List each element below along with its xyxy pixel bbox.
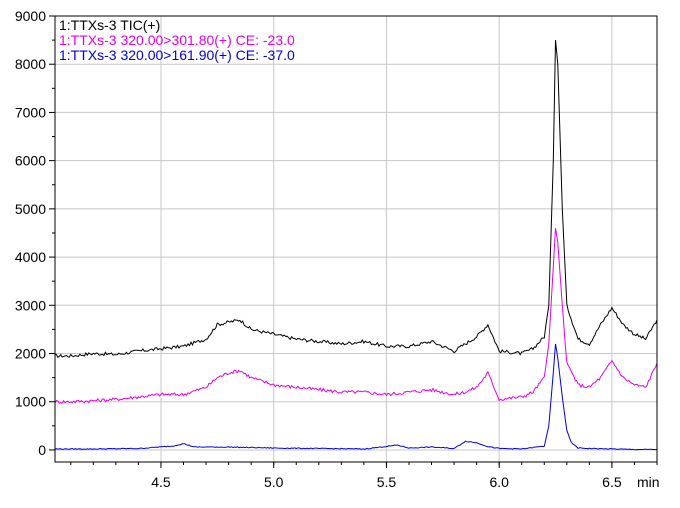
- legend-entry: 1:TTXs-3 320.00>161.90(+) CE: -37.0: [59, 47, 295, 63]
- y-tick-label: 4000: [15, 249, 46, 265]
- x-tick-label: 5.5: [377, 474, 397, 490]
- y-tick-label: 0: [38, 442, 46, 458]
- x-tick-label: 6.0: [489, 474, 509, 490]
- legend-entry: 1:TTXs-3 320.00>301.80(+) CE: -23.0: [59, 32, 295, 48]
- x-tick-label: 5.0: [264, 474, 284, 490]
- y-tick-label: 1000: [15, 394, 46, 410]
- series-line: [54, 40, 658, 359]
- y-tick-label: 3000: [15, 297, 46, 313]
- plot-frame: [54, 15, 658, 463]
- y-tick-label: 5000: [15, 201, 46, 217]
- series-lines: [54, 40, 658, 451]
- grid: [55, 15, 657, 462]
- y-tick-label: 6000: [15, 153, 46, 169]
- series-line: [54, 343, 658, 451]
- y-tick-label: 2000: [15, 346, 46, 362]
- legend: 1:TTXs-3 TIC(+)1:TTXs-3 320.00>301.80(+)…: [59, 17, 295, 63]
- x-unit-label: min: [637, 474, 660, 490]
- y-tick-label: 7000: [15, 104, 46, 120]
- x-tick-label: 6.5: [602, 474, 622, 490]
- x-tick-label: 4.5: [151, 474, 171, 490]
- axes: 4.5 5.0 5.5 6.0 6.5 min 0 1000 2000 3000 4000 5000 6…: [15, 8, 660, 490]
- y-tick-label: 9000: [15, 8, 46, 24]
- series-line: [54, 228, 658, 404]
- legend-entry: 1:TTXs-3 TIC(+): [59, 17, 160, 33]
- y-tick-label: 8000: [15, 56, 46, 72]
